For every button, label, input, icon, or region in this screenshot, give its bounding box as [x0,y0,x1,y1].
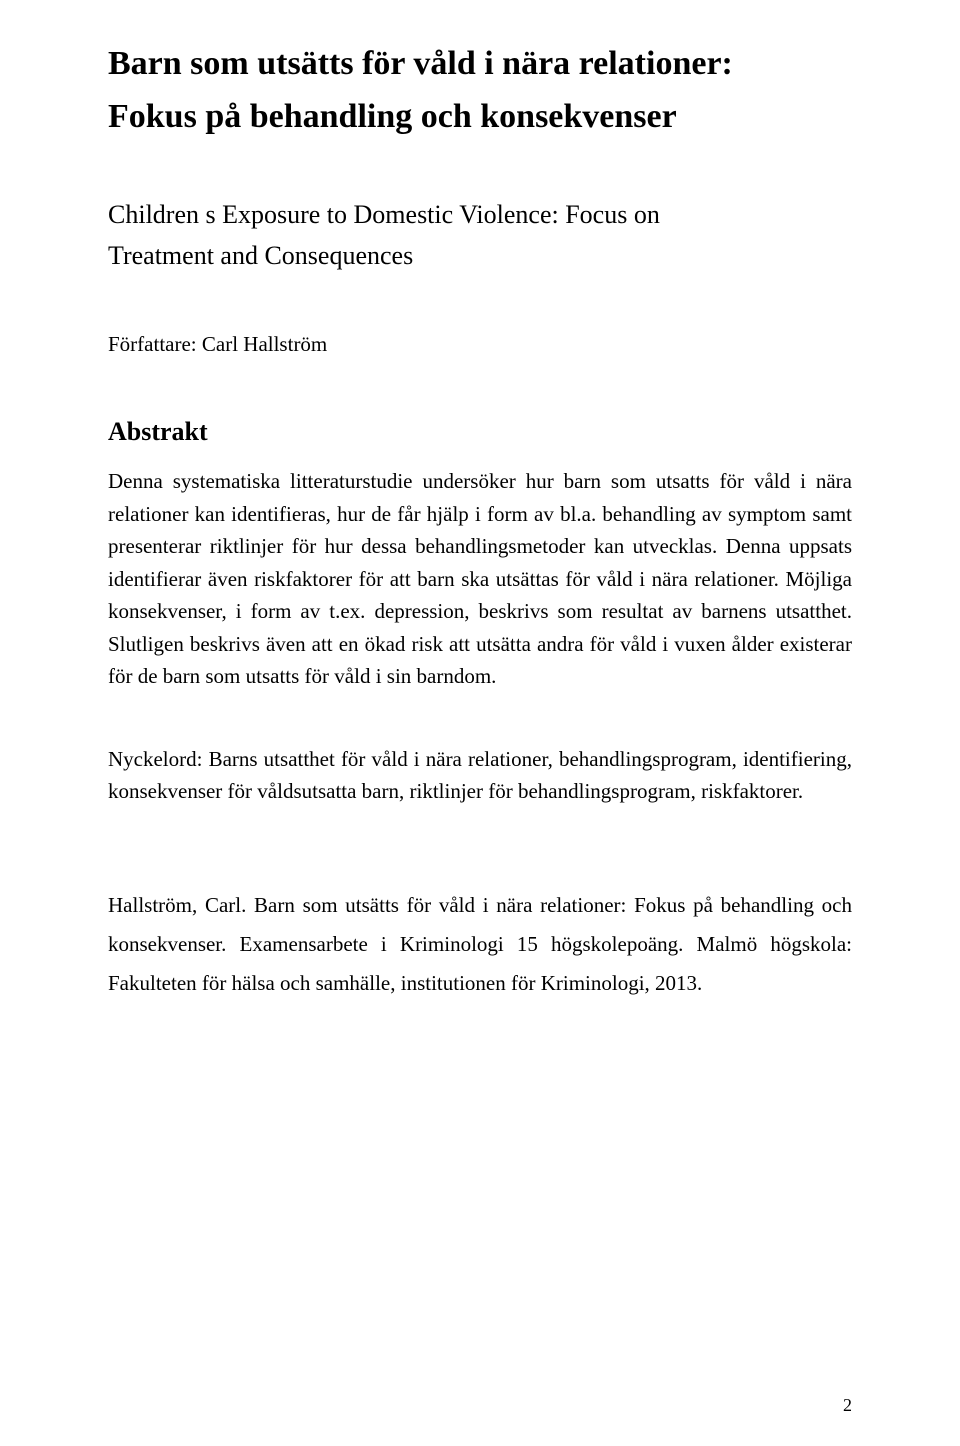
subtitle-block: Children s Exposure to Domestic Violence… [108,195,852,276]
document-page: Barn som utsätts för våld i nära relatio… [0,0,960,1446]
title-line-1: Barn som utsätts för våld i nära relatio… [108,38,852,91]
abstract-heading: Abstrakt [108,417,852,447]
page-number: 2 [843,1395,852,1416]
title-line-2: Fokus på behandling och konsekvenser [108,91,852,144]
citation-paragraph: Hallström, Carl. Barn som utsätts för vå… [108,886,852,1003]
title-block: Barn som utsätts för våld i nära relatio… [108,38,852,143]
subtitle-line-1: Children s Exposure to Domestic Violence… [108,195,852,235]
abstract-body: Denna systematiska litteraturstudie unde… [108,465,852,693]
subtitle-line-2: Treatment and Consequences [108,236,852,276]
author-line: Författare: Carl Hallström [108,332,852,357]
keywords-paragraph: Nyckelord: Barns utsatthet för våld i nä… [108,743,852,808]
